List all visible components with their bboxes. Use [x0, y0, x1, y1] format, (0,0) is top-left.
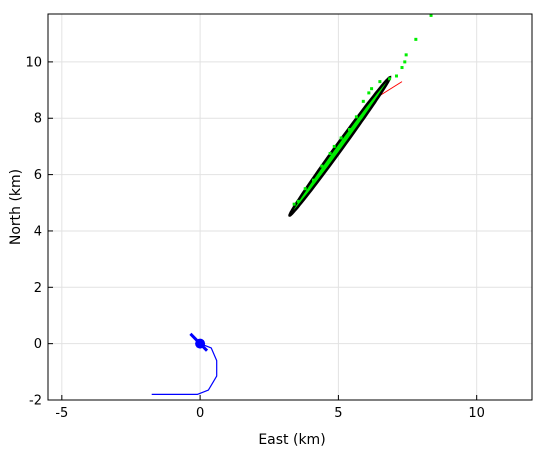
- scatter-point: [339, 136, 343, 140]
- x-tick-label: 0: [196, 406, 204, 421]
- scatter-point: [414, 37, 418, 41]
- scatter-point: [328, 151, 332, 155]
- scatter-point: [296, 199, 300, 203]
- axes-frame: [47, 13, 533, 401]
- y-tick-label: -2: [29, 394, 42, 409]
- scatter-point: [429, 13, 433, 17]
- scatter-point: [354, 115, 358, 119]
- scatter-point: [370, 87, 374, 91]
- uncertainty-ellipse: [288, 75, 392, 217]
- x-tick-label: 5: [334, 406, 342, 421]
- scatter-point: [332, 144, 336, 148]
- track-line: [151, 343, 218, 395]
- x-axis-label: East (km): [258, 432, 325, 448]
- scatter-point: [292, 202, 296, 206]
- scatter-point: [303, 187, 307, 191]
- y-axis-label: North (km): [8, 169, 24, 245]
- tick-labels: -5 0 5 10 -2 0 2 4 6 8 10: [25, 55, 485, 421]
- y-tick-label: 4: [34, 224, 42, 239]
- scatter-point: [403, 60, 407, 64]
- scatter-point: [404, 53, 408, 57]
- scatter-point: [347, 128, 351, 132]
- scatter-point: [388, 77, 392, 81]
- scatter-point: [367, 91, 371, 95]
- y-tick-label: 0: [34, 337, 42, 352]
- scatter-point: [312, 178, 316, 182]
- scatter-point: [394, 74, 398, 78]
- plot-area: [151, 13, 433, 395]
- scatter-point: [320, 164, 324, 168]
- y-tick-label: 8: [34, 112, 42, 127]
- y-tick-label: 2: [34, 281, 42, 296]
- scatter-point: [361, 99, 365, 103]
- x-tick-label: -5: [55, 406, 68, 421]
- scatter-point: [400, 66, 404, 70]
- position-marker: [195, 338, 206, 349]
- x-tick-label: 10: [468, 406, 485, 421]
- y-tick-label: 10: [25, 55, 42, 70]
- scatter-point: [378, 80, 382, 84]
- grid-lines: [48, 14, 532, 401]
- y-tick-label: 6: [34, 168, 42, 183]
